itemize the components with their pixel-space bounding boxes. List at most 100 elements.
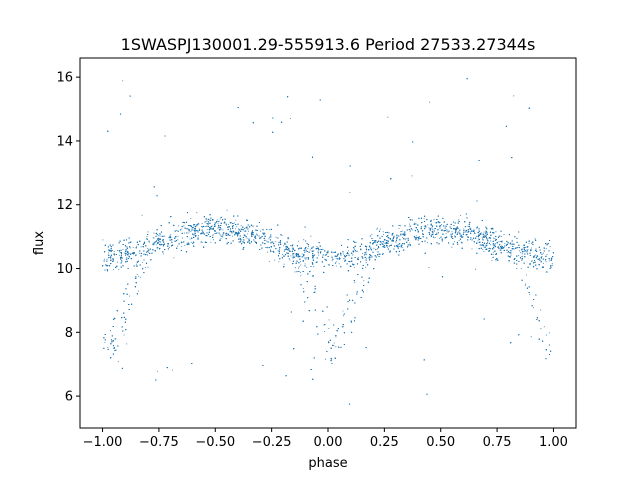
- data-point: [542, 252, 544, 254]
- data-point: [211, 225, 213, 227]
- data-point: [235, 228, 237, 230]
- data-point: [528, 242, 530, 244]
- data-point: [326, 252, 328, 254]
- data-point: [335, 346, 337, 348]
- data-point: [158, 233, 160, 235]
- data-point: [480, 232, 482, 234]
- data-point: [335, 336, 337, 338]
- data-point: [219, 218, 221, 220]
- data-point: [429, 232, 431, 234]
- data-point: [331, 260, 333, 262]
- data-point: [423, 217, 425, 220]
- data-point: [546, 253, 548, 255]
- data-point: [365, 266, 367, 268]
- data-point: [113, 260, 115, 262]
- data-point: [495, 231, 497, 233]
- data-point: [316, 245, 318, 247]
- data-point: [152, 237, 154, 239]
- data-point: [338, 263, 340, 265]
- data-point: [229, 231, 231, 233]
- data-point: [415, 235, 417, 237]
- data-point: [354, 282, 356, 284]
- data-point: [471, 248, 473, 250]
- data-point: [198, 228, 200, 230]
- data-point: [328, 340, 330, 342]
- data-point: [147, 266, 149, 268]
- data-point: [525, 283, 527, 285]
- data-point: [289, 245, 292, 247]
- data-point: [411, 175, 413, 177]
- data-point: [222, 229, 224, 231]
- data-point: [402, 247, 404, 249]
- data-point: [108, 252, 110, 254]
- data-point: [355, 241, 357, 243]
- data-point: [247, 233, 249, 235]
- data-point: [177, 235, 179, 238]
- data-point: [534, 238, 536, 240]
- data-point: [294, 267, 296, 269]
- data-point: [230, 222, 232, 224]
- data-point: [482, 248, 484, 250]
- data-point: [483, 231, 485, 233]
- data-point: [106, 258, 108, 260]
- data-point: [265, 246, 267, 249]
- data-point: [545, 334, 547, 336]
- data-point: [365, 251, 367, 253]
- data-point: [119, 251, 121, 253]
- data-point: [352, 254, 354, 256]
- data-point: [114, 350, 116, 352]
- data-point: [184, 244, 186, 246]
- data-point: [349, 191, 351, 193]
- data-point: [342, 310, 344, 312]
- data-point: [520, 267, 522, 270]
- data-point: [140, 276, 142, 279]
- data-point: [118, 268, 120, 270]
- data-point: [288, 258, 290, 260]
- data-point: [458, 239, 460, 242]
- data-point: [278, 261, 280, 263]
- data-point: [306, 266, 308, 268]
- data-point: [158, 235, 160, 237]
- data-point: [400, 231, 402, 233]
- data-point: [299, 261, 302, 263]
- data-point: [551, 262, 553, 265]
- data-point: [548, 260, 550, 262]
- data-point: [382, 252, 384, 255]
- data-point: [317, 252, 320, 254]
- data-point: [147, 248, 149, 250]
- data-point: [302, 287, 304, 290]
- data-point: [294, 271, 296, 273]
- data-point: [363, 280, 365, 282]
- data-point: [477, 239, 479, 241]
- data-point: [386, 246, 389, 248]
- data-point: [405, 237, 407, 239]
- data-point: [530, 336, 532, 338]
- data-point: [518, 255, 520, 257]
- data-point: [482, 245, 484, 247]
- data-point: [411, 229, 413, 231]
- data-point: [429, 230, 431, 232]
- data-point: [176, 229, 178, 231]
- data-point: [170, 234, 172, 236]
- data-point: [419, 238, 421, 240]
- data-point: [542, 262, 544, 264]
- data-point: [310, 235, 312, 237]
- data-point: [104, 341, 106, 344]
- data-point: [297, 267, 300, 269]
- data-point: [531, 242, 533, 244]
- data-point: [497, 245, 499, 247]
- data-point: [490, 240, 492, 242]
- data-point: [283, 263, 285, 265]
- data-point: [524, 246, 527, 249]
- data-point: [510, 243, 512, 245]
- data-point: [156, 370, 158, 372]
- data-point: [506, 251, 508, 253]
- data-point: [376, 248, 379, 250]
- data-point: [436, 233, 438, 235]
- data-point: [347, 250, 349, 252]
- data-point: [336, 261, 338, 263]
- data-point: [183, 225, 185, 227]
- data-point: [399, 225, 402, 227]
- data-point: [264, 232, 266, 234]
